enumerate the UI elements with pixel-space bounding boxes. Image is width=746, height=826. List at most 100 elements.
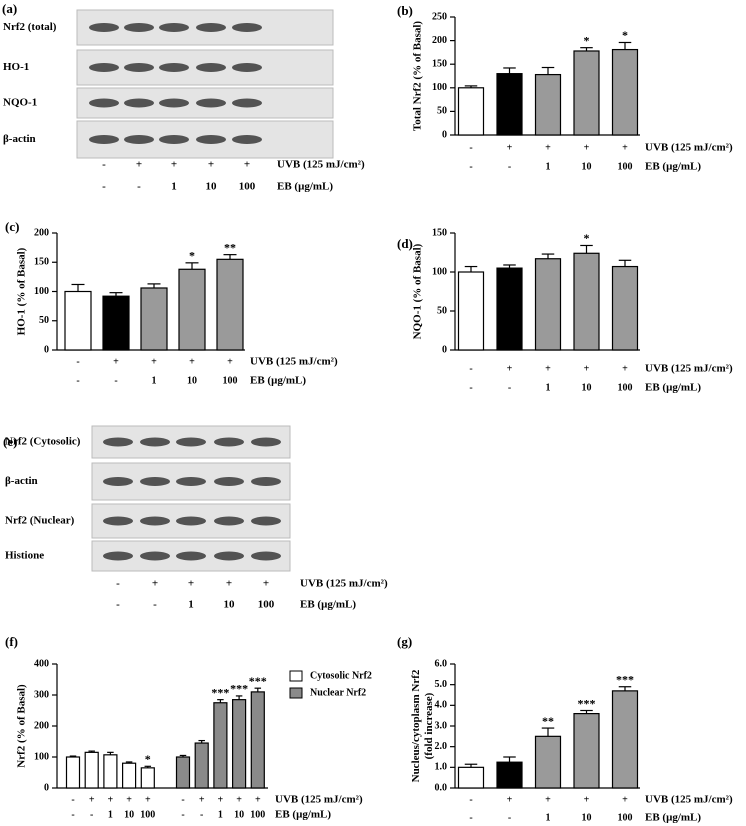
x-row-value: 1: [108, 809, 113, 820]
x-row-value: 10: [582, 382, 592, 393]
strip-label: β-actin: [3, 133, 36, 145]
x-row-label: UVB (125 mJ/cm²): [250, 356, 338, 368]
band: [140, 551, 170, 561]
y-tick-label: 100: [432, 266, 447, 277]
bar: [534, 258, 562, 351]
x-row-value: +: [507, 794, 513, 805]
y-axis-label: Total Nrf2 (% of Basal): [412, 21, 424, 132]
error-bar: [464, 85, 478, 88]
x-row-value: -: [469, 142, 472, 153]
x-row-label: UVB (125 mJ/cm²): [645, 142, 733, 154]
significance: **: [542, 714, 554, 728]
band: [159, 135, 189, 144]
band: [214, 437, 244, 447]
band: [214, 477, 244, 486]
band: [103, 437, 133, 447]
bar: [534, 735, 562, 789]
bar: [64, 290, 92, 351]
bar: [573, 252, 600, 351]
y-tick-label: 0.0: [435, 782, 448, 793]
panel-label: (f): [5, 634, 18, 649]
panel-label: (a): [2, 1, 17, 16]
bar: [213, 702, 228, 789]
x-row-label: UVB (125 mJ/cm²): [645, 363, 733, 375]
x-row-value: +: [151, 356, 157, 367]
treatment-value: -: [102, 159, 106, 171]
error-bar: [69, 755, 77, 757]
treatment-value: +: [226, 578, 232, 590]
y-axis-label: Nucleus/cytoplasm Nrf2: [410, 669, 422, 782]
error-bar: [109, 292, 123, 297]
band: [176, 477, 206, 486]
x-row-value: -: [181, 794, 184, 805]
treatment-value: 100: [239, 181, 256, 193]
y-tick-label: 400: [34, 658, 49, 669]
band: [196, 135, 226, 144]
y-tick-label: 5.0: [435, 679, 448, 690]
x-row-value: -: [114, 375, 117, 386]
band: [124, 135, 154, 144]
y-tick-label: 50: [437, 106, 447, 117]
band: [124, 63, 154, 72]
legend-label: Nuclear Nrf2: [310, 687, 366, 698]
x-row-value: +: [584, 794, 590, 805]
significance: *: [584, 231, 590, 245]
treatment-label: EB (μg/mL): [277, 181, 333, 193]
treatment-value: 100: [258, 599, 275, 611]
x-row-value: 100: [618, 382, 633, 393]
bar: [611, 48, 639, 136]
x-row-value: -: [469, 161, 472, 172]
error-bar: [541, 727, 555, 737]
band: [196, 98, 226, 108]
error-bar: [618, 41, 632, 50]
x-row-value: -: [76, 375, 79, 386]
y-tick-label: 4.0: [435, 700, 448, 711]
bar: [496, 73, 523, 136]
panel-label: (g): [397, 634, 412, 649]
y-tick-label: 200: [34, 720, 49, 731]
y-tick-label: 0: [442, 344, 447, 355]
bar: [121, 762, 137, 789]
bar: [216, 258, 244, 351]
error-bar: [144, 765, 152, 768]
treatment-value: 1: [188, 599, 194, 611]
treatment-value: 1: [171, 181, 177, 193]
error-bar: [580, 709, 593, 714]
y-tick-label: 50: [437, 305, 447, 316]
x-row-value: 100: [223, 375, 238, 386]
y-tick-label: 1.0: [435, 762, 448, 773]
treatment-value: -: [116, 599, 120, 611]
x-row-value: +: [145, 794, 151, 805]
bar: [175, 756, 191, 789]
treatment-value: +: [136, 159, 142, 171]
bar: [250, 691, 265, 789]
bar: [573, 50, 600, 136]
x-row-value: 10: [582, 812, 592, 823]
band: [103, 477, 133, 486]
bar: [194, 742, 209, 789]
x-row-value: 1: [152, 375, 157, 386]
significance: *: [189, 249, 195, 263]
x-row-value: -: [508, 161, 511, 172]
legend-swatch: [289, 670, 303, 682]
band: [124, 98, 154, 108]
treatment-value: 10: [206, 181, 218, 193]
treatment-value: +: [208, 159, 214, 171]
x-row-value: 1: [218, 809, 223, 820]
error-bar: [235, 695, 243, 700]
treatment-value: +: [188, 578, 194, 590]
bar: [611, 690, 639, 789]
band: [251, 477, 281, 486]
bar: [457, 87, 485, 136]
x-row-value: +: [255, 794, 261, 805]
band: [140, 516, 170, 526]
panel-label: (e): [3, 434, 17, 449]
y-tick-label: 200: [432, 35, 447, 46]
band: [89, 63, 119, 72]
x-row-value: -: [508, 812, 511, 823]
treatment-value: 10: [224, 599, 236, 611]
error-bar: [217, 699, 224, 703]
error-bar: [618, 259, 632, 267]
x-row-value: -: [469, 382, 472, 393]
x-row-value: -: [71, 809, 74, 820]
